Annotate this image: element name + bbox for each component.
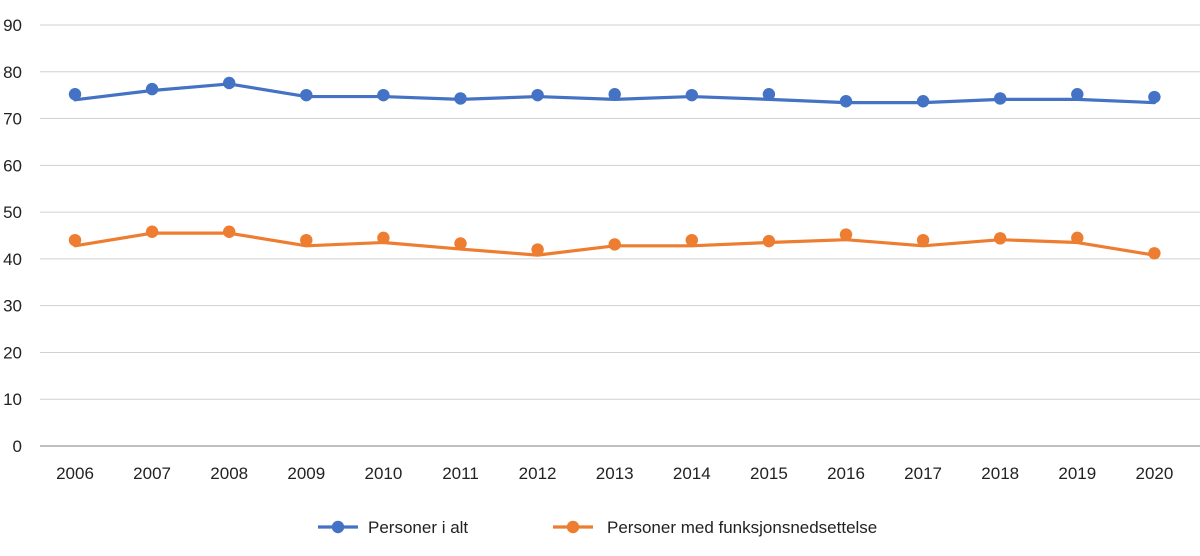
x-tick-label-2006: 2006 — [56, 464, 94, 483]
data-point-1-2015 — [762, 88, 776, 101]
data-point-2-2015 — [762, 234, 776, 248]
legend-marker-2 — [566, 520, 580, 534]
data-point-1-2007 — [145, 82, 159, 96]
x-tick-label-2009: 2009 — [287, 464, 325, 483]
y-tick-label-40: 40 — [3, 250, 22, 269]
data-point-1-2018 — [994, 92, 1007, 105]
legend-label-2: Personer med funksjonsnedsettelse — [607, 518, 877, 537]
gridlines — [40, 24, 1200, 447]
data-point-1-2014 — [685, 88, 698, 102]
data-point-2-2020 — [1148, 247, 1161, 260]
data-point-1-2006 — [68, 88, 82, 101]
series-group — [68, 76, 1161, 260]
data-point-2-2018 — [994, 232, 1007, 245]
data-point-2-2009 — [300, 233, 313, 247]
y-tick-label-10: 10 — [3, 390, 22, 409]
series-2 — [68, 225, 1161, 260]
data-point-2-2008 — [223, 225, 236, 238]
y-tick-label-30: 30 — [3, 297, 22, 316]
x-tick-label-2013: 2013 — [596, 464, 634, 483]
y-tick-label-20: 20 — [3, 343, 22, 362]
x-tick-label-2019: 2019 — [1058, 464, 1096, 483]
y-tick-label-70: 70 — [3, 110, 22, 129]
x-tick-label-2012: 2012 — [519, 464, 557, 483]
data-point-2-2007 — [145, 225, 159, 238]
data-point-2-2017 — [916, 233, 930, 247]
y-tick-label-50: 50 — [3, 203, 22, 222]
x-tick-label-2007: 2007 — [133, 464, 171, 483]
series-1 — [68, 76, 1161, 108]
data-point-1-2010 — [377, 88, 390, 102]
data-point-2-2006 — [68, 233, 82, 247]
data-point-1-2020 — [1148, 90, 1161, 104]
x-tick-label-2015: 2015 — [750, 464, 788, 483]
legend-label-1: Personer i alt — [368, 518, 468, 537]
x-tick-label-2014: 2014 — [673, 464, 711, 483]
legend: Personer i alt Personer med funksjonsneds… — [318, 518, 877, 537]
data-point-2-2016 — [839, 228, 853, 241]
y-tick-label-80: 80 — [3, 63, 22, 82]
x-tick-label-2018: 2018 — [981, 464, 1019, 483]
data-point-1-2009 — [300, 88, 313, 102]
data-point-2-2012 — [531, 243, 544, 256]
legend-item-2: Personer med funksjonsnedsettelse — [553, 518, 877, 537]
data-point-2-2010 — [377, 231, 390, 245]
data-point-2-2011 — [454, 237, 467, 250]
x-tick-label-2010: 2010 — [364, 464, 402, 483]
y-tick-label-60: 60 — [3, 156, 22, 175]
y-tick-label-0: 0 — [13, 437, 22, 456]
data-point-1-2011 — [454, 92, 467, 105]
x-tick-label-2016: 2016 — [827, 464, 865, 483]
x-tick-label-2020: 2020 — [1135, 464, 1173, 483]
data-point-1-2012 — [531, 88, 544, 102]
legend-marker-1 — [331, 520, 345, 534]
x-tick-label-2008: 2008 — [210, 464, 248, 483]
data-point-2-2014 — [685, 233, 698, 247]
data-point-1-2016 — [839, 95, 853, 108]
x-tick-label-2011: 2011 — [442, 464, 479, 483]
y-tick-label-90: 90 — [3, 16, 22, 35]
data-point-1-2017 — [916, 95, 930, 108]
data-point-1-2019 — [1071, 88, 1084, 101]
data-point-2-2019 — [1071, 231, 1084, 245]
data-point-1-2008 — [223, 76, 236, 90]
x-tick-label-2017: 2017 — [904, 464, 942, 483]
axes: 0 10 20 30 40 50 60 70 80 90 2006 2007 2008 2009 2010 2… — [3, 16, 1173, 483]
legend-item-1: Personer i alt — [318, 518, 468, 537]
data-point-2-2013 — [608, 238, 621, 251]
data-point-1-2013 — [608, 88, 621, 101]
